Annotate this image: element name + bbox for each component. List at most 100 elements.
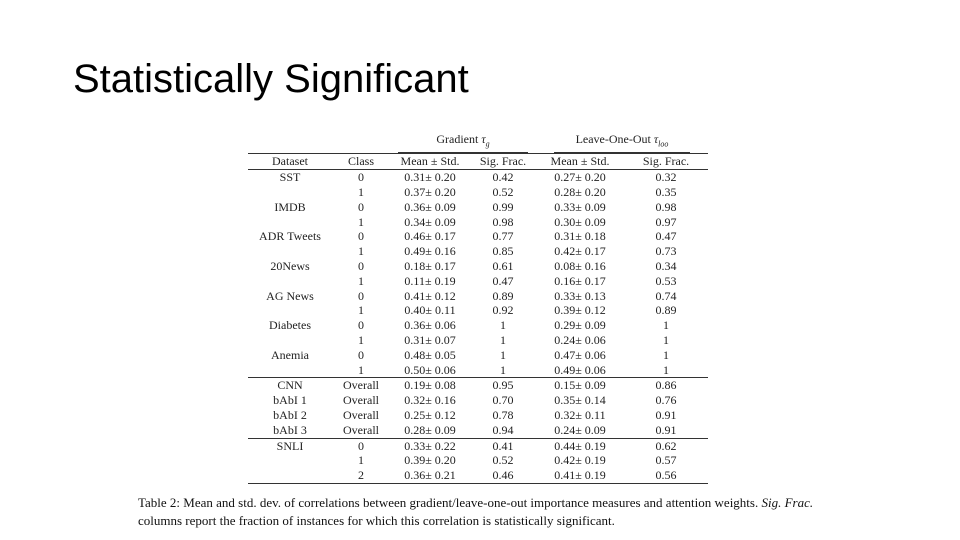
cell-gradient-mean: 0.36± 0.06: [404, 318, 456, 333]
cell-class: 1: [358, 303, 364, 318]
cell-gradient-sigfrac: 0.95: [470, 377, 536, 394]
cell-loo-sigfrac: 0.47: [655, 229, 677, 244]
cell-dataset: [248, 185, 332, 200]
cell-dataset: bAbI 1: [273, 393, 307, 408]
cell-class: 0: [358, 229, 364, 244]
cell-loo-mean: 0.29± 0.09: [554, 318, 606, 333]
cell-gradient-mean: 0.40± 0.11: [404, 303, 456, 318]
cell-class: 1: [358, 244, 364, 259]
cell-class: 1: [358, 332, 364, 347]
gradient-symbol: τg: [481, 132, 490, 149]
cell-class: 0: [358, 347, 364, 362]
table-row: 1 0.49± 0.16 0.85 0.42± 0.17 0.73: [248, 244, 708, 259]
table-row: 1 0.39± 0.20 0.52 0.42± 0.19 0.57: [248, 453, 708, 468]
table-row: AG News 0 0.41± 0.12 0.89 0.33± 0.13 0.74: [248, 289, 708, 304]
cell-gradient-mean: 0.49± 0.16: [404, 244, 456, 259]
cell-dataset: bAbI 3: [273, 422, 307, 437]
col-header-gradient-sigfrac: Sig. Frac.: [470, 153, 536, 171]
cell-gradient-sigfrac: 1: [500, 318, 506, 333]
table-row: bAbI 2 Overall 0.25± 0.12 0.78 0.32± 0.11 0.9…: [248, 408, 708, 423]
cell-gradient-mean: 0.36± 0.21: [390, 468, 470, 484]
cell-gradient-mean: 0.34± 0.09: [404, 214, 456, 229]
cell-loo-sigfrac: 0.86: [624, 377, 708, 394]
table-row: SST 0 0.31± 0.20 0.42 0.27± 0.20 0.32: [248, 170, 708, 185]
cell-gradient-sigfrac: 0.52: [492, 184, 514, 199]
cell-loo-sigfrac: 0.76: [655, 393, 677, 408]
cell-gradient-mean: 0.50± 0.06: [404, 362, 456, 377]
gradient-label: Gradient: [436, 132, 479, 146]
col-header-dataset: Dataset: [248, 153, 332, 171]
loo-symbol: τloo: [653, 132, 669, 149]
cell-gradient-mean: 0.48± 0.05: [404, 347, 456, 362]
cell-dataset: [248, 453, 332, 468]
cell-gradient-mean: 0.11± 0.19: [404, 273, 456, 288]
cell-dataset: Anemia: [271, 347, 309, 362]
cell-loo-mean: 0.08± 0.16: [554, 258, 606, 273]
cell-gradient-sigfrac: 0.99: [492, 199, 514, 214]
results-table-container: Gradient τg Leave-One-Out τloo Dataset C…: [248, 131, 708, 484]
col-header-loo-sigfrac: Sig. Frac.: [624, 153, 708, 171]
cell-gradient-mean: 0.33± 0.22: [390, 437, 470, 454]
cell-dataset: IMDB: [274, 199, 306, 214]
cell-dataset: bAbI 2: [273, 407, 307, 422]
cell-loo-mean: 0.41± 0.19: [536, 468, 624, 484]
cell-loo-mean: 0.28± 0.20: [554, 184, 606, 199]
table-row: ADR Tweets 0 0.46± 0.17 0.77 0.31± 0.18 0.47: [248, 229, 708, 244]
cell-gradient-sigfrac: 0.85: [492, 244, 514, 259]
cell-class: 1: [358, 214, 364, 229]
cell-dataset: [248, 363, 332, 378]
cell-gradient-mean: 0.32± 0.16: [404, 393, 456, 408]
cell-dataset: [248, 274, 332, 289]
cell-class: 1: [358, 453, 364, 468]
table-row: 2 0.36± 0.21 0.46 0.41± 0.19 0.56: [248, 468, 708, 484]
cell-gradient-sigfrac: 0.78: [492, 407, 514, 422]
cell-class: 2: [332, 468, 390, 484]
loo-group-header: Leave-One-Out τloo: [536, 131, 708, 154]
cell-gradient-sigfrac: 0.42: [492, 170, 514, 185]
cell-loo-sigfrac: 0.91: [655, 407, 677, 422]
loo-label: Leave-One-Out: [575, 132, 651, 146]
cell-gradient-mean: 0.39± 0.20: [404, 453, 456, 468]
cell-dataset: AG News: [266, 288, 314, 303]
cell-dataset: ADR Tweets: [259, 229, 321, 244]
cell-gradient-sigfrac: 0.94: [492, 422, 514, 437]
cell-gradient-sigfrac: 0.89: [492, 288, 514, 303]
results-table: Gradient τg Leave-One-Out τloo Dataset C…: [248, 131, 708, 484]
table-row: bAbI 3 Overall 0.28± 0.09 0.94 0.24± 0.09 0.9…: [248, 423, 708, 438]
cell-loo-sigfrac: 0.57: [655, 453, 677, 468]
cell-gradient-mean: 0.41± 0.12: [404, 288, 456, 303]
cell-gradient-sigfrac: 0.77: [492, 229, 514, 244]
cell-dataset: [248, 244, 332, 259]
cell-gradient-mean: 0.19± 0.08: [390, 377, 470, 394]
cell-loo-sigfrac: 1: [663, 318, 669, 333]
cell-gradient-mean: 0.46± 0.17: [404, 229, 456, 244]
cell-loo-sigfrac: 0.62: [624, 437, 708, 454]
table-row: bAbI 1 Overall 0.32± 0.16 0.70 0.35± 0.14 0.7…: [248, 393, 708, 408]
cell-dataset: [248, 303, 332, 318]
cell-loo-mean: 0.47± 0.06: [554, 347, 606, 362]
table-row: CNN Overall 0.19± 0.08 0.95 0.15± 0.09 0.86: [248, 377, 708, 394]
cell-gradient-sigfrac: 0.46: [470, 468, 536, 484]
table-caption: Table 2: Mean and std. dev. of correlati…: [138, 494, 828, 530]
cell-loo-mean: 0.15± 0.09: [536, 377, 624, 394]
cell-gradient-sigfrac: 0.70: [492, 393, 514, 408]
col-header-loo-mean: Mean ± Std.: [536, 153, 624, 171]
cell-loo-sigfrac: 0.53: [655, 273, 677, 288]
cell-class: 1: [358, 184, 364, 199]
cell-class: 1: [358, 273, 364, 288]
cell-gradient-sigfrac: 1: [500, 347, 506, 362]
cell-gradient-mean: 0.37± 0.20: [404, 184, 456, 199]
cell-loo-mean: 0.27± 0.20: [554, 170, 606, 185]
cell-loo-sigfrac: 0.34: [655, 258, 677, 273]
cell-gradient-sigfrac: 0.41: [470, 437, 536, 454]
table-row: Diabetes 0 0.36± 0.06 1 0.29± 0.09 1: [248, 318, 708, 333]
cell-loo-mean: 0.31± 0.18: [554, 229, 606, 244]
cell-loo-mean: 0.33± 0.13: [554, 288, 606, 303]
table-row: Anemia 0 0.48± 0.05 1 0.47± 0.06 1: [248, 348, 708, 363]
slide-title: Statistically Significant: [73, 57, 469, 101]
col-header-gradient-mean: Mean ± Std.: [390, 153, 470, 171]
cell-class: 1: [358, 362, 364, 377]
cell-loo-mean: 0.49± 0.06: [554, 362, 606, 377]
cell-dataset: [248, 468, 332, 484]
table-row: 1 0.37± 0.20 0.52 0.28± 0.20 0.35: [248, 185, 708, 200]
